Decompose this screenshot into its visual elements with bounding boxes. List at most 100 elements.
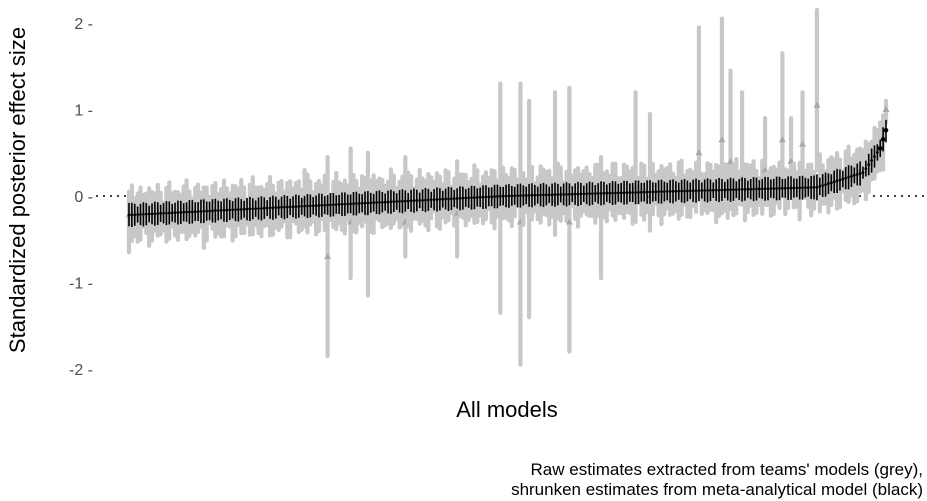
shrunken-point bbox=[806, 186, 810, 189]
shrunken-point bbox=[614, 191, 617, 195]
shrunken-point bbox=[421, 198, 424, 202]
shrunken-point bbox=[190, 210, 194, 214]
shrunken-point bbox=[156, 212, 160, 215]
shrunken-point bbox=[660, 190, 663, 194]
shrunken-point bbox=[383, 200, 387, 204]
shrunken-point bbox=[780, 186, 784, 190]
shrunken-point bbox=[386, 200, 390, 204]
shrunken-point bbox=[415, 199, 419, 202]
raw-point bbox=[813, 101, 821, 108]
shrunken-point bbox=[141, 212, 145, 216]
shrunken-point bbox=[297, 205, 301, 208]
shrunken-point bbox=[487, 195, 491, 199]
shrunken-point bbox=[628, 191, 632, 194]
shrunken-point bbox=[392, 200, 396, 204]
shrunken-point bbox=[323, 203, 327, 207]
shrunken-point bbox=[804, 186, 807, 190]
shrunken-point bbox=[829, 181, 833, 185]
shrunken-point bbox=[844, 176, 848, 180]
shrunken-point bbox=[222, 208, 226, 212]
shrunken-point bbox=[883, 127, 889, 133]
shrunken-point bbox=[556, 193, 560, 196]
shrunken-point bbox=[395, 200, 399, 203]
shrunken-point bbox=[792, 186, 796, 190]
shrunken-point bbox=[576, 192, 580, 196]
shrunken-point bbox=[493, 195, 496, 198]
shrunken-point bbox=[150, 212, 154, 216]
shrunken-point bbox=[409, 199, 413, 203]
shrunken-point bbox=[219, 208, 223, 212]
shrunken-point bbox=[850, 174, 853, 178]
shrunken-point bbox=[591, 192, 594, 195]
shrunken-point bbox=[211, 209, 214, 213]
shrunken-point bbox=[585, 192, 589, 196]
shrunken-point bbox=[389, 200, 393, 204]
shrunken-point bbox=[519, 194, 522, 197]
shrunken-point bbox=[447, 197, 450, 201]
shrunken-point bbox=[213, 209, 217, 213]
shrunken-point bbox=[475, 196, 479, 199]
shrunken-point bbox=[625, 191, 629, 195]
shrunken-point bbox=[809, 186, 813, 189]
shrunken-point bbox=[136, 213, 140, 216]
shrunken-point bbox=[513, 194, 517, 198]
shrunken-point bbox=[616, 191, 620, 195]
shrunken-point bbox=[798, 186, 802, 190]
shrunken-point bbox=[827, 182, 830, 186]
raw-point bbox=[695, 149, 703, 156]
shrunken-point bbox=[547, 193, 551, 197]
shrunken-point bbox=[470, 196, 473, 200]
shrunken-point bbox=[403, 199, 407, 203]
shrunken-point bbox=[277, 206, 281, 209]
shrunken-point bbox=[752, 187, 755, 191]
shrunken-point bbox=[375, 201, 378, 204]
shrunken-point bbox=[306, 204, 309, 208]
y-tick-label: 2 - bbox=[74, 16, 93, 33]
shrunken-point bbox=[245, 207, 249, 211]
shrunken-point bbox=[608, 191, 612, 195]
shrunken-point bbox=[815, 185, 819, 189]
shrunken-point bbox=[749, 187, 753, 191]
raw-point bbox=[324, 253, 332, 260]
shrunken-point bbox=[346, 202, 350, 206]
shrunken-point bbox=[205, 209, 209, 213]
shrunken-point bbox=[294, 205, 298, 209]
shrunken-point bbox=[478, 195, 482, 199]
shrunken-point bbox=[516, 194, 519, 198]
shrunken-point bbox=[331, 203, 335, 207]
shrunken-point bbox=[380, 200, 384, 204]
shrunken-point bbox=[605, 191, 609, 195]
shrunken-point bbox=[593, 192, 597, 195]
shrunken-point bbox=[691, 189, 695, 193]
shrunken-point bbox=[579, 192, 583, 196]
shrunken-point bbox=[412, 199, 416, 203]
shrunken-point bbox=[657, 190, 661, 194]
shrunken-point bbox=[182, 210, 186, 214]
shrunken-point bbox=[467, 196, 471, 200]
shrunken-point bbox=[334, 203, 338, 206]
shrunken-point bbox=[700, 189, 704, 192]
shrunken-point bbox=[507, 194, 511, 198]
shrunken-point bbox=[877, 146, 883, 151]
shrunken-point bbox=[861, 171, 865, 175]
shrunken-point bbox=[873, 155, 876, 158]
shrunken-point bbox=[864, 167, 868, 171]
shrunken-point bbox=[424, 198, 427, 202]
shrunken-point bbox=[159, 212, 163, 215]
shrunken-point bbox=[674, 189, 678, 193]
shrunken-point bbox=[709, 188, 712, 192]
shrunken-point bbox=[504, 194, 508, 198]
shrunken-point bbox=[683, 189, 686, 193]
shrunken-point bbox=[737, 188, 741, 191]
shrunken-point bbox=[303, 204, 306, 208]
shrunken-point bbox=[562, 192, 566, 196]
shrunken-point bbox=[801, 186, 804, 190]
shrunken-point bbox=[167, 211, 171, 215]
shrunken-point bbox=[565, 192, 568, 196]
shrunken-point bbox=[216, 209, 220, 212]
shrunken-point bbox=[441, 197, 445, 201]
shrunken-point bbox=[596, 192, 600, 195]
shrunken-point bbox=[527, 193, 531, 197]
shrunken-point bbox=[740, 188, 744, 191]
shrunken-point bbox=[401, 199, 404, 203]
